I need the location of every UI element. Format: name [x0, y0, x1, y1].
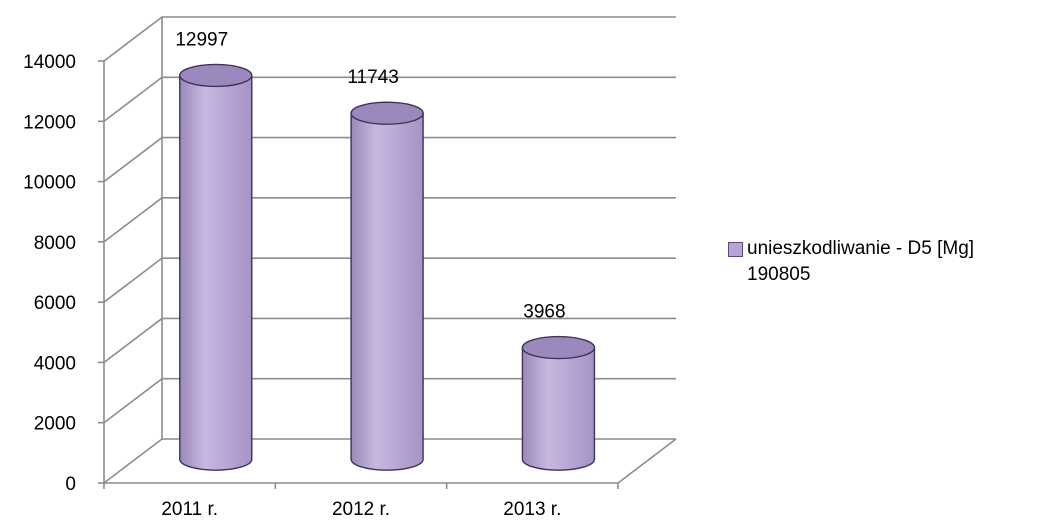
- data-label: 3968: [523, 302, 565, 323]
- y-tick-label: 4000: [34, 353, 76, 374]
- bar-body: [521, 346, 596, 471]
- bar: [179, 63, 253, 471]
- x-tick-label: 2012 r.: [332, 499, 390, 520]
- y-tick-label: 12000: [23, 112, 76, 133]
- y-tick-label: 14000: [23, 52, 76, 73]
- y-tick-label: 0: [65, 474, 76, 495]
- bars: [179, 63, 596, 471]
- bar-top: [521, 335, 596, 360]
- gridlines: [98, 16, 677, 489]
- bar-body: [350, 112, 424, 471]
- data-label: 12997: [175, 29, 228, 50]
- y-tick-label: 8000: [34, 233, 76, 254]
- bar-top: [350, 101, 424, 125]
- legend: unieszkodliwanie - D5 [Mg] 190805: [728, 236, 974, 288]
- y-axis-ticks: 0 2000 4000 6000 8000 10000 12000 14000: [23, 52, 76, 495]
- legend-label-line2: 190805: [747, 264, 811, 285]
- legend-entry: unieszkodliwanie - D5 [Mg] 190805: [728, 236, 974, 288]
- bar-body: [179, 74, 253, 471]
- data-labels: 12997 11743 3968: [175, 29, 565, 322]
- x-tick-label: 2013 r.: [503, 499, 561, 520]
- bar-top: [179, 63, 253, 88]
- legend-label-line1: unieszkodliwanie - D5 [Mg]: [747, 238, 975, 259]
- y-tick-label: 10000: [23, 173, 76, 194]
- floor-right-edge: [617, 438, 677, 484]
- y-tick-label: 6000: [34, 293, 76, 314]
- bar: [521, 335, 596, 471]
- bar: [350, 101, 424, 471]
- data-label: 11743: [347, 67, 398, 88]
- legend-label: unieszkodliwanie - D5 [Mg] 190805: [747, 236, 974, 288]
- y-tick-label: 2000: [34, 414, 76, 435]
- x-tick-label: 2011 r.: [161, 499, 218, 520]
- legend-swatch: [728, 242, 743, 257]
- x-axis-ticks: 2011 r. 2012 r. 2013 r.: [161, 499, 561, 520]
